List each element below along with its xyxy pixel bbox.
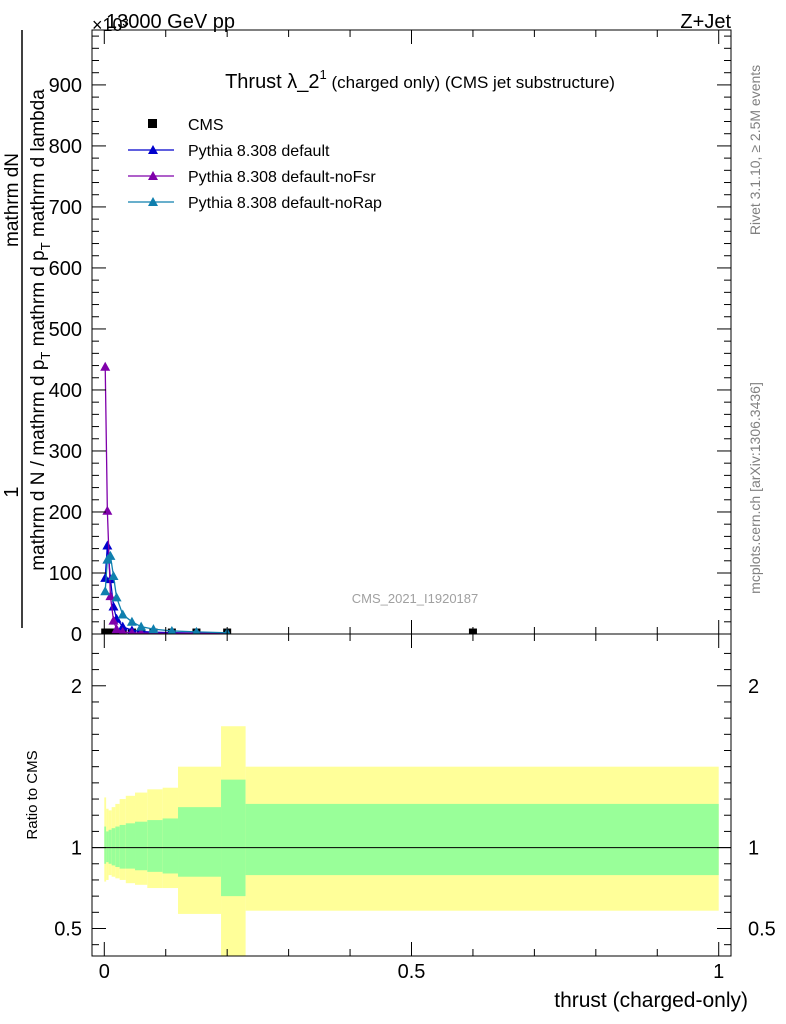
ratio-band-inner-10 [178,807,222,877]
series-3-point-0 [100,586,111,596]
y-tick-label-0: 0 [71,624,82,646]
y-tick-label-2: 200 [49,502,82,524]
ratio-tick-label-right-0: 0.5 [748,918,776,940]
ratio-band-inner-0 [104,826,107,864]
chart-title-main: Thrust λ_2 [225,71,319,93]
legend-marker-norap [148,197,158,206]
series-3-point-5 [117,609,128,619]
series-2 [100,361,231,634]
y-tick-label-9: 900 [49,75,82,97]
y-label-denominator-end: mathrm d lambda [28,89,49,243]
chart-title-sup: 1 [320,67,327,82]
series-2-point-4 [111,624,122,634]
legend: CMS Pythia 8.308 default Pythia 8.308 de… [128,117,382,212]
main-series [100,361,477,634]
ratio-band-inner-7 [135,821,148,871]
x-tick-label-0: 0 [99,961,110,983]
ratio-y-axis-label: Ratio to CMS [24,750,41,839]
y-label-denominator-tail: mathrm d p [28,250,49,351]
energy-label: 13000 GeV pp [106,11,235,33]
legend-item-norap: Pythia 8.308 default-noRap [128,195,382,212]
legend-item-nofsr: Pythia 8.308 default-noFsr [128,169,376,186]
legend-marker-default [148,145,158,154]
main-y-axis-label: 1 mathrm d N / mathrm d pT mathrm d pT m… [1,30,53,628]
legend-item-cms: CMS [148,117,224,134]
series-3-point-6 [126,616,137,626]
series-2-point-6 [128,627,136,634]
series-line-3 [104,554,228,634]
ratio-band-inner-4 [115,826,120,868]
series-line-1 [104,545,228,634]
series-3-point-4 [111,592,122,602]
legend-label-default: Pythia 8.308 default [188,143,330,160]
ratio-band-inner-11 [221,779,246,897]
y-tick-label-4: 400 [49,380,82,402]
series-line-2 [104,366,228,634]
ratio-band-inner-8 [147,820,163,872]
series-2-point-5 [118,626,127,634]
series-3-point-3 [108,571,119,581]
y-tick-label-7: 700 [49,197,82,219]
series-3-point-8 [148,624,159,634]
ratio-tick-label-left-1: 1 [71,838,82,860]
y-tick-label-1: 100 [49,563,82,585]
ratio-band-inner-2 [108,829,112,864]
y-label-numerator: mathrm dN [2,153,23,247]
series-1-point-3 [108,601,119,611]
y-label-denominator-main: mathrm d N / mathrm d p [28,360,49,571]
process-label: Z+Jet [680,11,731,33]
chart-title-rest: (charged only) (CMS jet substructure) [327,73,615,92]
y-label-numerator-one: 1 [1,486,23,497]
y-tick-label-5: 500 [49,319,82,341]
series-2-point-3 [108,615,119,625]
series-2-point-2 [105,591,116,601]
legend-item-default: Pythia 8.308 default [128,143,330,160]
chart-title: Thrust λ_21 (charged only) (CMS jet subs… [225,67,615,93]
ratio-band-inner-3 [111,828,116,866]
legend-marker-cms [148,119,157,128]
axis-ticks [92,30,731,956]
mcplots-label: mcplots.cern.ch [arXiv:1306.3436] [747,382,763,594]
y-multiplier-label: ×10³ [92,15,129,35]
legend-marker-nofsr [148,171,158,180]
y-label-denominator: mathrm d N / mathrm d pT mathrm d pT mat… [28,89,53,571]
ratio-tick-label-left-0: 0.5 [54,918,82,940]
ratio-band-inner-5 [119,824,126,869]
series-1-point-5 [117,621,128,631]
series-2-point-1 [102,505,113,515]
series-3-point-9 [167,625,177,634]
series-3-point-7 [136,621,147,631]
tick-labels: 0 0.5 1 0 100 200 300 400 500 600 700 800 900 0.5 0.5 1… [49,75,776,983]
rivet-label: Rivet 3.1.10, ≥ 2.5M events [747,65,763,235]
series-3-point-2 [105,550,116,560]
y-label-denominator-sub1: T [38,352,53,360]
y-tick-label-6: 600 [49,258,82,280]
legend-label-norap: Pythia 8.308 default-noRap [188,195,382,212]
y-label-denominator-sub2: T [38,242,53,250]
series-1-point-1 [102,540,113,550]
ratio-tick-label-left-2: 2 [71,676,82,698]
ratio-band-inner-6 [125,823,136,869]
ratio-bands [104,726,719,956]
y-tick-label-3: 300 [49,441,82,463]
analysis-label: CMS_2021_I1920187 [352,591,479,606]
ratio-tick-label-right-2: 2 [748,676,759,698]
ratio-band-inner-9 [162,818,179,874]
series-2-point-0 [100,361,111,371]
x-tick-label-1: 0.5 [398,961,426,983]
ratio-tick-label-right-1: 1 [748,838,759,860]
series-1 [100,540,231,634]
legend-label-nofsr: Pythia 8.308 default-noFsr [188,169,376,186]
series-3-point-10 [192,626,201,634]
ratio-band-inner-1 [106,831,109,863]
y-tick-label-8: 800 [49,136,82,158]
ratio-band-inner-12 [245,803,719,876]
series-3 [100,550,231,634]
x-axis-label: thrust (charged-only) [554,989,748,1012]
x-tick-label-2: 1 [713,961,724,983]
legend-label-cms: CMS [188,117,224,134]
series-2-point-7 [137,628,145,634]
